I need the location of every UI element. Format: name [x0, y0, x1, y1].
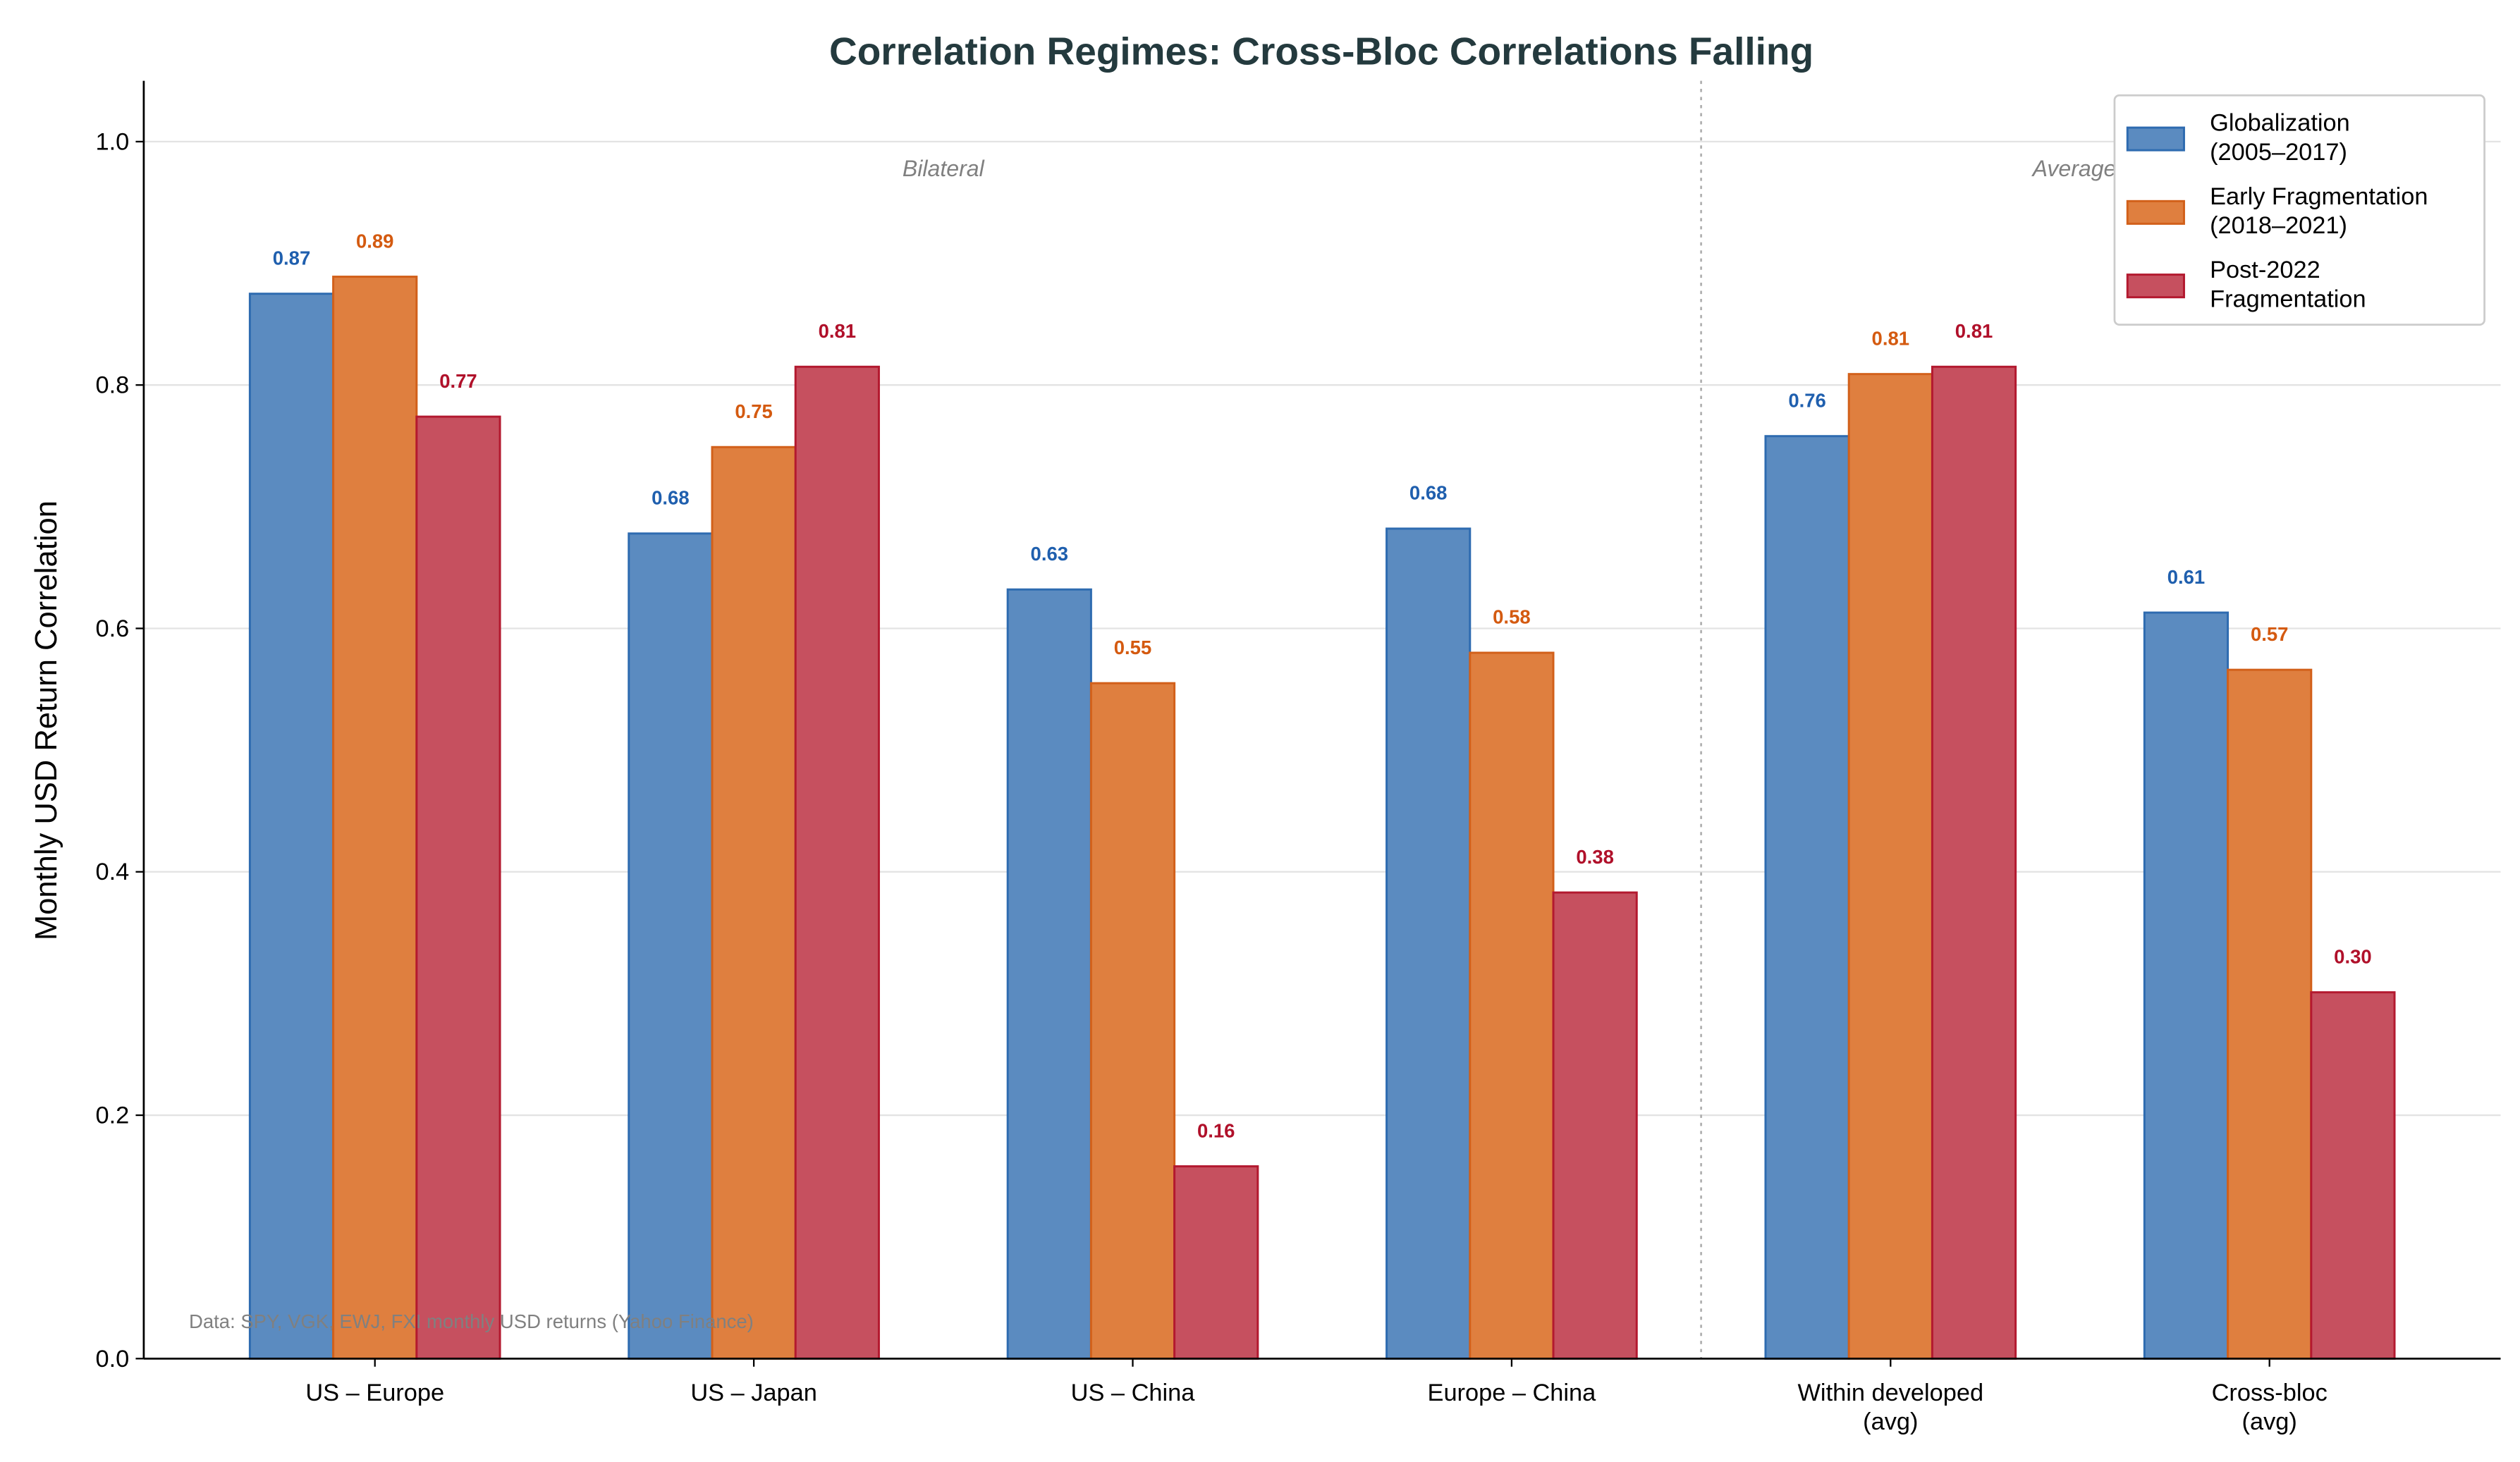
legend-swatch [2126, 126, 2185, 152]
data-label: 0.16 [1197, 1119, 1235, 1141]
data-label: 0.68 [652, 487, 689, 509]
legend: Globalization (2005–2017) Early Fragmentat… [2113, 94, 2485, 326]
data-label: 0.77 [439, 370, 477, 392]
y-tick-label: 0.2 [96, 1102, 130, 1129]
y-tick-label: 0.0 [96, 1346, 130, 1372]
bar [1552, 891, 1638, 1360]
axes: 0.0 0.2 0.4 0.6 0.8 1.0 US – Europe US – Japan U… [96, 80, 2501, 1435]
bar [628, 532, 714, 1360]
bar [1469, 651, 1555, 1360]
bar [1089, 682, 1176, 1360]
bars [248, 276, 2396, 1360]
data-label: 0.68 [1409, 482, 1447, 504]
y-tick-label: 1.0 [96, 128, 130, 155]
data-label: 0.89 [356, 230, 393, 252]
legend-label: Early Fragmentation (2018–2021) [2210, 183, 2428, 239]
x-tick-label: US – Europe [305, 1380, 444, 1406]
chart-title: Correlation Regimes: Cross-Bloc Correlat… [829, 30, 1813, 73]
legend-swatch [2126, 199, 2185, 225]
data-label: 0.61 [2167, 566, 2205, 588]
bar [1764, 435, 1850, 1360]
data-label: 0.58 [1493, 606, 1530, 628]
bar [332, 276, 418, 1360]
bar [1931, 365, 2017, 1360]
legend-box [2113, 94, 2485, 326]
legend-label: Post-2022 Fragmentation [2210, 257, 2366, 312]
data-label: 0.63 [1031, 543, 1068, 565]
bar [248, 293, 335, 1360]
data-label: 0.81 [1872, 327, 1909, 349]
bar [2310, 991, 2396, 1360]
x-tick-label: Europe – China [1428, 1380, 1597, 1406]
data-label: 0.75 [735, 400, 772, 422]
gridlines: Bilateral Averages [143, 80, 2501, 1360]
bar [415, 415, 501, 1360]
data-label: 0.38 [1576, 846, 1613, 868]
bar [711, 446, 797, 1360]
data-labels: 0.87 0.68 0.63 0.68 0.76 0.61 0.89 0.75 0.55 0.58… [273, 230, 2372, 1141]
data-label: 0.81 [819, 320, 856, 342]
bar [1006, 588, 1092, 1360]
data-label: 0.30 [2334, 945, 2371, 967]
x-tick-label: Cross-bloc (avg) [2212, 1380, 2328, 1435]
data-label: 0.55 [1114, 637, 1151, 658]
region-annotation: Averages [2031, 156, 2128, 181]
bar [794, 365, 880, 1360]
y-tick-label: 0.8 [96, 372, 130, 399]
source-note: Data: SPY, VGK, EWJ, FXI monthly USD ret… [189, 1310, 754, 1332]
bar [2143, 611, 2230, 1360]
region-annotation: Bilateral [903, 156, 985, 181]
bar [1386, 527, 1472, 1360]
x-tick-label: US – Japan [690, 1380, 817, 1406]
legend-swatch [2126, 274, 2185, 299]
data-label: 0.76 [1788, 389, 1825, 411]
legend-label: Globalization (2005–2017) [2210, 110, 2350, 166]
bar [2227, 668, 2313, 1360]
y-axis-label: Monthly USD Return Correlation [30, 500, 63, 940]
y-tick-label: 0.4 [96, 859, 130, 885]
bar [1847, 373, 1933, 1360]
x-tick-label: Within developed (avg) [1798, 1380, 1984, 1435]
data-label: 0.81 [1955, 320, 1993, 342]
bar [1173, 1165, 1259, 1360]
data-label: 0.87 [273, 247, 310, 269]
data-label: 0.57 [2251, 623, 2288, 645]
x-tick-label: US – China [1071, 1380, 1196, 1406]
y-tick-label: 0.6 [96, 615, 130, 642]
